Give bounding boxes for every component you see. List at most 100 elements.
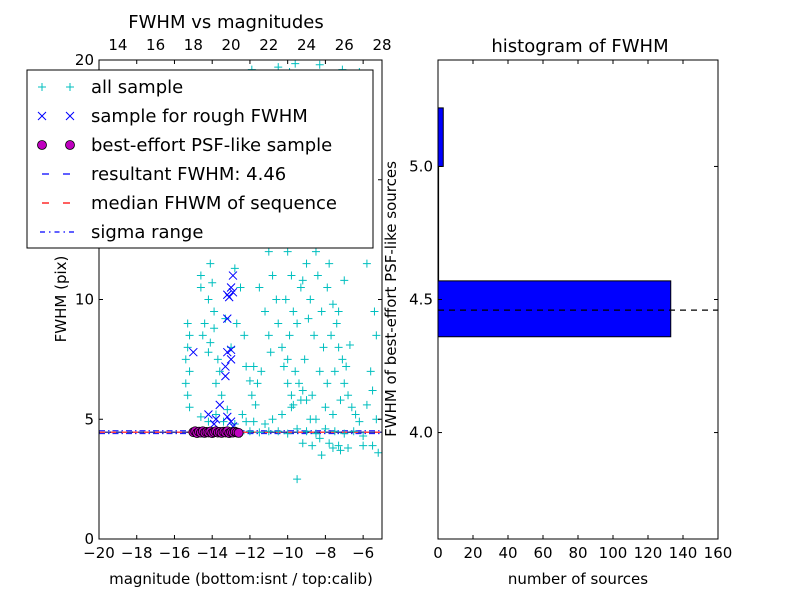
legend-label: median FHWM of sequence — [91, 193, 337, 214]
data-point-plus — [264, 427, 273, 436]
top-x-tick-label: 14 — [108, 36, 127, 54]
data-point-plus — [321, 424, 330, 433]
data-point-plus — [302, 259, 311, 268]
data-point-plus — [200, 319, 209, 328]
x-tick-label: −10 — [272, 544, 304, 562]
top-x-tick-label: 22 — [259, 36, 278, 54]
data-point-plus — [221, 314, 230, 323]
histogram-bar — [438, 107, 444, 167]
data-point-plus — [204, 348, 213, 357]
data-point-x — [222, 314, 232, 324]
data-point-plus — [204, 295, 213, 304]
legend-entries: all sample sample for rough FWHM best-effo… — [37, 77, 337, 243]
data-point-plus — [334, 441, 343, 450]
legend-label: sample for rough FWHM — [91, 106, 308, 127]
data-point-plus — [208, 278, 217, 287]
data-point-plus — [185, 367, 194, 376]
data-point-plus — [319, 343, 328, 352]
scatter-points — [178, 60, 382, 484]
data-point-x — [228, 287, 238, 297]
data-point-plus — [317, 451, 326, 460]
data-point-plus — [328, 300, 337, 309]
data-point-plus — [274, 319, 283, 328]
data-point-plus — [362, 400, 371, 409]
data-point-plus — [338, 355, 347, 364]
data-point-plus — [359, 432, 368, 441]
top-x-tick-label: 20 — [222, 36, 241, 54]
data-point-plus — [185, 403, 194, 412]
data-point-plus — [368, 441, 377, 450]
data-point-plus — [210, 324, 219, 333]
y-tick-label: 20 — [75, 51, 94, 69]
data-point-x — [222, 412, 232, 422]
legend-label: all sample — [91, 77, 183, 98]
scatter-y-label: FWHM (pix) — [52, 256, 70, 343]
data-point-plus — [291, 60, 300, 68]
data-point-plus — [313, 271, 322, 280]
data-point-plus — [302, 427, 311, 436]
data-point-plus — [283, 247, 292, 256]
top-x-tick-label: 24 — [297, 36, 316, 54]
data-point-plus — [340, 276, 349, 285]
x-tick-label: 160 — [704, 544, 733, 562]
data-point-x — [221, 371, 230, 381]
data-point-plus — [255, 283, 264, 292]
y-tick-label: 4.5 — [409, 291, 433, 309]
data-point-plus — [183, 319, 192, 328]
data-point-plus — [298, 276, 307, 285]
data-point-plus — [219, 417, 228, 426]
data-point-x — [224, 292, 234, 302]
scatter-title: FWHM vs magnitudes — [128, 12, 323, 33]
data-point-plus — [249, 417, 258, 426]
x-tick-label: −16 — [159, 544, 191, 562]
legend-entry: sigma range — [40, 222, 203, 243]
data-point-plus — [334, 343, 343, 352]
data-point-plus — [236, 283, 245, 292]
data-point-plus — [330, 367, 339, 376]
data-point-plus — [253, 379, 262, 388]
data-point-plus — [278, 343, 287, 352]
data-point-plus — [374, 448, 382, 457]
data-point-plus — [185, 331, 194, 340]
data-point-plus — [308, 441, 317, 450]
data-point-x — [222, 347, 232, 357]
data-point-plus — [345, 341, 354, 350]
data-point-plus — [323, 283, 332, 292]
top-x-tick-label: 28 — [372, 36, 391, 54]
data-point-plus — [315, 434, 324, 443]
data-point-plus — [302, 396, 311, 405]
data-point-plus — [306, 295, 315, 304]
data-point-plus — [196, 271, 205, 280]
data-point-plus — [293, 424, 302, 433]
data-point-plus — [261, 420, 270, 429]
data-point-plus — [245, 376, 254, 385]
data-point-plus — [289, 400, 298, 409]
legend-entry: resultant FWHM: 4.46 — [40, 164, 286, 185]
legend-marker-sample — [65, 140, 75, 150]
data-point-plus — [323, 379, 332, 388]
data-point-x — [188, 347, 198, 357]
data-point-plus — [321, 403, 330, 412]
histogram-axis-ticks: 0 20 40 60 80 100 120 140 160 4.0 4.5 5.0 — [409, 60, 732, 562]
x-tick-label: −8 — [314, 544, 336, 562]
data-point-plus — [255, 428, 264, 437]
data-point-plus — [340, 379, 349, 388]
data-point-plus — [268, 415, 277, 424]
data-point-plus — [308, 391, 317, 400]
data-point-circle — [233, 428, 244, 438]
data-point-plus — [211, 379, 220, 388]
data-point-x — [228, 271, 238, 280]
x-tick-label: −20 — [83, 544, 115, 562]
y-tick-label: 5.0 — [409, 157, 433, 175]
data-point-plus — [206, 338, 215, 347]
x-tick-label: 40 — [498, 544, 517, 562]
legend-marker-sample — [37, 140, 47, 150]
histogram-bar — [438, 280, 672, 338]
data-point-plus — [196, 283, 205, 292]
data-point-plus — [196, 412, 205, 421]
data-point-plus — [211, 410, 220, 419]
scatter-axis-ticks: −20 −18 −16 −14 −12 −10 −8 −6 14 16 18 20 22 24 26 28 0 5… — [75, 36, 392, 562]
data-point-plus — [317, 307, 326, 316]
data-point-plus — [311, 247, 320, 256]
y-tick-label: 4.0 — [409, 424, 433, 442]
